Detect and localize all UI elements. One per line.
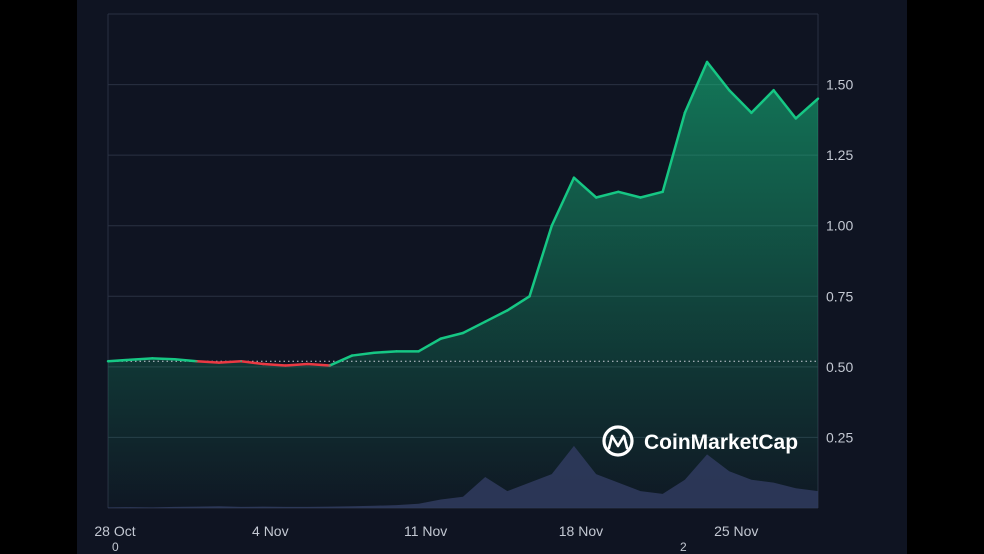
price-segment[interactable] — [794, 97, 820, 120]
price-point[interactable] — [684, 112, 686, 114]
price-point[interactable] — [528, 295, 531, 298]
x-tick-label: 28 Oct — [94, 523, 135, 539]
y-tick-label: 1.25 — [826, 147, 853, 163]
x-tick-label: 25 Nov — [714, 523, 758, 539]
price-segment[interactable] — [705, 60, 731, 92]
price-point[interactable] — [573, 176, 575, 179]
price-point[interactable] — [329, 364, 331, 367]
y-tick-label: 1.00 — [826, 218, 853, 234]
price-segment[interactable] — [439, 331, 465, 340]
price-point[interactable] — [306, 363, 309, 365]
price-point[interactable] — [395, 350, 398, 353]
stray-mark-left: 0 — [112, 540, 119, 554]
price-point[interactable] — [484, 320, 486, 323]
price-segment[interactable] — [483, 309, 509, 323]
price-area-fill — [108, 61, 818, 508]
price-point[interactable] — [661, 191, 664, 193]
price-point[interactable] — [506, 309, 509, 312]
price-point[interactable] — [129, 359, 131, 361]
price-point[interactable] — [195, 360, 198, 363]
price-segment[interactable] — [262, 362, 287, 367]
price-point[interactable] — [107, 360, 109, 363]
price-segment[interactable] — [572, 176, 598, 199]
price-segment[interactable] — [528, 224, 553, 298]
stray-mark-right: 2 — [680, 540, 687, 554]
watermark-text: CoinMarketCap — [644, 431, 798, 454]
price-segment[interactable] — [151, 357, 176, 361]
price-point[interactable] — [639, 196, 642, 199]
x-tick-label: 4 Nov — [252, 523, 289, 539]
y-axis-ticks: 0.25 0.50 0.75 1.00 1.25 1.50 — [826, 77, 853, 446]
price-segment[interactable] — [350, 351, 376, 357]
price-segment[interactable] — [772, 88, 798, 120]
price-point[interactable] — [550, 224, 553, 227]
x-tick-label: 18 Nov — [559, 523, 603, 539]
price-point[interactable] — [462, 332, 464, 334]
price-segment[interactable] — [506, 295, 531, 312]
y-tick-label: 0.50 — [826, 359, 853, 375]
price-point[interactable] — [218, 361, 220, 364]
x-axis-ticks: 28 Oct 4 Nov 11 Nov 18 Nov 25 Nov — [94, 523, 758, 539]
price-segment[interactable] — [328, 354, 354, 367]
price-segment[interactable] — [173, 357, 198, 363]
price-point[interactable] — [240, 360, 242, 363]
price-point[interactable] — [417, 350, 420, 353]
price-area — [108, 61, 818, 508]
price-segment[interactable] — [306, 362, 332, 367]
price-segment[interactable] — [195, 359, 221, 364]
price-point[interactable] — [706, 61, 708, 63]
price-point[interactable] — [284, 364, 287, 367]
price-point[interactable] — [151, 357, 154, 360]
price-segment[interactable] — [239, 359, 265, 366]
price-point[interactable] — [173, 358, 176, 361]
y-tick-label: 1.50 — [826, 77, 853, 93]
price-point[interactable] — [750, 112, 753, 114]
price-segment[interactable] — [750, 88, 775, 115]
price-line[interactable] — [106, 60, 820, 367]
price-point[interactable] — [373, 351, 376, 354]
volume-fill — [108, 445, 818, 508]
price-segment[interactable] — [373, 350, 398, 354]
x-tick-label: 11 Nov — [404, 523, 447, 539]
coinmarketcap-logo-icon — [602, 425, 634, 457]
price-segment[interactable] — [594, 190, 620, 199]
price-segment[interactable] — [639, 190, 664, 199]
price-segment[interactable] — [128, 357, 154, 362]
price-segment[interactable] — [550, 176, 576, 227]
y-tick-label: 0.25 — [826, 429, 853, 445]
price-segment[interactable] — [728, 88, 753, 115]
y-tick-label: 0.75 — [826, 288, 853, 304]
price-segment[interactable] — [417, 337, 443, 353]
price-point[interactable] — [772, 89, 775, 92]
price-point[interactable] — [351, 354, 353, 357]
price-point[interactable] — [440, 337, 442, 340]
price-segment[interactable] — [661, 111, 687, 194]
price-point[interactable] — [795, 117, 797, 120]
price-point[interactable] — [728, 89, 731, 92]
price-segment[interactable] — [217, 359, 243, 364]
price-segment[interactable] — [683, 60, 709, 115]
watermark: CoinMarketCap — [602, 425, 798, 457]
price-point[interactable] — [595, 196, 597, 199]
price-segment[interactable] — [106, 358, 132, 363]
price-point[interactable] — [262, 363, 265, 365]
price-point[interactable] — [617, 191, 620, 193]
price-segment[interactable] — [284, 362, 309, 367]
volume-area — [108, 445, 818, 508]
price-segment[interactable] — [617, 190, 642, 199]
price-point[interactable] — [817, 97, 819, 100]
price-segment[interactable] — [461, 320, 487, 335]
